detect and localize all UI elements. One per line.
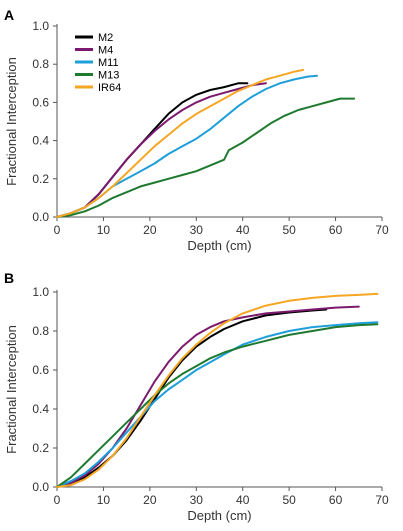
y-tick-label: 0.0 (32, 480, 49, 494)
x-axis-label: Depth (cm) (187, 508, 251, 523)
x-tick-label: 70 (375, 493, 389, 507)
y-tick-label: 0.4 (32, 134, 49, 148)
y-tick-label: 0.0 (32, 210, 49, 224)
series-line-m4 (56, 305, 360, 488)
series-line-m2 (56, 82, 249, 218)
legend-label-m2: M2 (98, 32, 113, 44)
legend-label-m13: M13 (98, 70, 119, 82)
x-tick-label: 0 (54, 223, 61, 237)
series-line-m2 (56, 308, 328, 488)
x-tick-label: 10 (97, 223, 111, 237)
panel-label-A: A (4, 7, 14, 23)
series-line-m13 (56, 323, 379, 488)
panel-label-B: B (4, 270, 14, 286)
legend-label-m11: M11 (98, 57, 119, 69)
y-tick-label: 1.0 (32, 19, 49, 33)
x-axis-label: Depth (cm) (187, 238, 251, 253)
x-tick-label: 30 (190, 223, 204, 237)
x-tick-label: 20 (143, 493, 157, 507)
y-tick-label: 0.6 (32, 95, 49, 109)
y-tick-label: 1.0 (32, 285, 49, 299)
x-tick-label: 60 (329, 493, 343, 507)
legend-label-m4: M4 (98, 45, 113, 57)
y-axis-label: Fractional Interception (4, 325, 19, 454)
x-tick-label: 10 (97, 493, 111, 507)
series-line-m13 (56, 97, 356, 218)
x-tick-label: 60 (329, 223, 343, 237)
y-tick-label: 0.8 (32, 57, 49, 71)
y-axis-label: Fractional Interception (4, 57, 19, 186)
x-tick-label: 20 (143, 223, 157, 237)
x-tick-label: 70 (375, 223, 389, 237)
series-line-ir64 (56, 292, 379, 488)
y-tick-label: 0.8 (32, 324, 49, 338)
x-tick-label: 30 (190, 493, 204, 507)
x-tick-label: 50 (282, 223, 296, 237)
series-line-ir64 (56, 68, 305, 218)
y-tick-label: 0.6 (32, 363, 49, 377)
y-tick-label: 0.4 (32, 402, 49, 416)
x-tick-label: 40 (236, 223, 250, 237)
y-tick-label: 0.2 (32, 172, 49, 186)
x-tick-label: 40 (236, 493, 250, 507)
series-line-m11 (56, 321, 379, 488)
y-tick-label: 0.2 (32, 441, 49, 455)
legend-label-ir64: IR64 (98, 82, 121, 94)
x-tick-label: 0 (54, 493, 61, 507)
x-tick-label: 50 (282, 493, 296, 507)
series-line-m4 (56, 82, 267, 218)
